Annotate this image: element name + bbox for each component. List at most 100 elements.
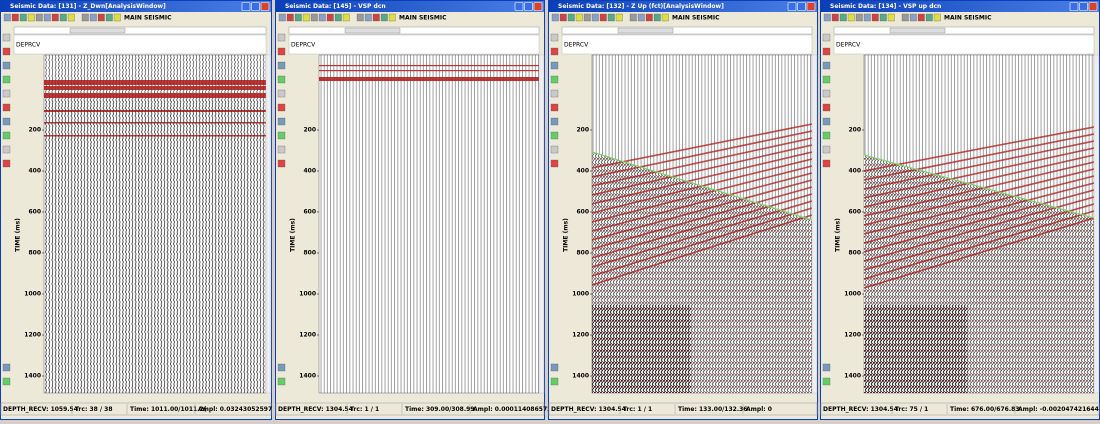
toolbar-button[interactable] (278, 13, 286, 22)
title-button[interactable] (1079, 2, 1088, 11)
h-scrollbar[interactable] (13, 26, 267, 35)
title-button[interactable] (1069, 2, 1079, 11)
side-tool[interactable] (550, 103, 559, 112)
toolbar-button[interactable] (326, 13, 334, 22)
toolbar-button[interactable] (388, 13, 396, 22)
toolbar-button[interactable] (105, 13, 113, 22)
toolbar-button[interactable] (879, 13, 887, 22)
side-tool[interactable] (2, 47, 11, 56)
toolbar-button[interactable] (294, 13, 302, 22)
toolbar-button[interactable] (855, 13, 863, 22)
scroll-thumb[interactable] (69, 27, 126, 34)
h-scrollbar[interactable] (561, 26, 813, 35)
side-tool[interactable] (550, 61, 559, 70)
side-tool[interactable] (822, 75, 831, 84)
toolbar-button[interactable] (372, 13, 380, 22)
scroll-thumb[interactable] (617, 27, 674, 34)
side-tool[interactable] (822, 363, 831, 372)
toolbar-button[interactable] (575, 13, 583, 22)
toolbar-button[interactable] (364, 13, 372, 22)
toolbar-button[interactable] (933, 13, 941, 22)
side-tool[interactable] (822, 103, 831, 112)
toolbar-button[interactable] (3, 13, 11, 22)
toolbar-button[interactable] (551, 13, 559, 22)
side-tool[interactable] (277, 47, 286, 56)
side-tool[interactable] (822, 131, 831, 140)
side-tool[interactable] (822, 145, 831, 154)
toolbar-button[interactable] (839, 13, 847, 22)
toolbar-button[interactable] (59, 13, 67, 22)
side-tool[interactable] (550, 131, 559, 140)
side-tool[interactable] (277, 159, 286, 168)
toolbar-button[interactable] (342, 13, 350, 22)
side-tool[interactable] (550, 47, 559, 56)
title-button[interactable] (260, 2, 270, 11)
toolbar-button[interactable] (559, 13, 567, 22)
toolbar-button[interactable] (917, 13, 925, 22)
title-button[interactable] (787, 2, 797, 11)
toolbar-button[interactable] (567, 13, 575, 22)
toolbar-button[interactable] (19, 13, 27, 22)
side-tool[interactable] (822, 377, 831, 386)
side-tool[interactable] (277, 61, 286, 70)
side-tool[interactable] (550, 89, 559, 98)
toolbar-button[interactable] (645, 13, 653, 22)
h-scrollbar[interactable] (833, 26, 1095, 35)
title-button[interactable] (251, 2, 260, 11)
side-tool[interactable] (822, 117, 831, 126)
side-tool[interactable] (277, 75, 286, 84)
side-tool[interactable] (277, 131, 286, 140)
side-tool[interactable] (277, 117, 286, 126)
side-tool[interactable] (2, 363, 11, 372)
toolbar-button[interactable] (847, 13, 855, 22)
toolbar-button[interactable] (81, 13, 89, 22)
side-tool[interactable] (822, 33, 831, 42)
toolbar-button[interactable] (89, 13, 97, 22)
title-button[interactable] (1088, 2, 1098, 11)
side-tool[interactable] (277, 363, 286, 372)
toolbar-button[interactable] (831, 13, 839, 22)
toolbar-button[interactable] (599, 13, 607, 22)
side-tool[interactable] (550, 75, 559, 84)
side-tool[interactable] (2, 159, 11, 168)
toolbar-button[interactable] (607, 13, 615, 22)
side-tool[interactable] (2, 377, 11, 386)
side-tool[interactable] (277, 145, 286, 154)
toolbar-button[interactable] (286, 13, 294, 22)
toolbar-button[interactable] (591, 13, 599, 22)
title-button[interactable] (241, 2, 251, 11)
side-tool[interactable] (277, 103, 286, 112)
side-tool[interactable] (550, 159, 559, 168)
scroll-thumb[interactable] (344, 27, 401, 34)
side-tool[interactable] (277, 33, 286, 42)
toolbar-button[interactable] (356, 13, 364, 22)
toolbar-button[interactable] (637, 13, 645, 22)
title-button[interactable] (514, 2, 524, 11)
title-button[interactable] (524, 2, 533, 11)
side-tool[interactable] (2, 75, 11, 84)
toolbar-button[interactable] (318, 13, 326, 22)
toolbar-button[interactable] (302, 13, 310, 22)
toolbar-button[interactable] (334, 13, 342, 22)
toolbar-button[interactable] (887, 13, 895, 22)
side-tool[interactable] (822, 159, 831, 168)
side-tool[interactable] (277, 377, 286, 386)
side-tool[interactable] (277, 89, 286, 98)
side-tool[interactable] (550, 117, 559, 126)
toolbar-button[interactable] (67, 13, 75, 22)
side-tool[interactable] (550, 377, 559, 386)
side-tool[interactable] (822, 47, 831, 56)
side-tool[interactable] (550, 145, 559, 154)
toolbar-button[interactable] (871, 13, 879, 22)
side-tool[interactable] (2, 117, 11, 126)
toolbar-button[interactable] (661, 13, 669, 22)
toolbar-button[interactable] (909, 13, 917, 22)
side-tool[interactable] (550, 363, 559, 372)
toolbar-button[interactable] (629, 13, 637, 22)
toolbar-button[interactable] (380, 13, 388, 22)
toolbar-button[interactable] (615, 13, 623, 22)
toolbar-button[interactable] (925, 13, 933, 22)
toolbar-button[interactable] (51, 13, 59, 22)
toolbar-button[interactable] (901, 13, 909, 22)
title-button[interactable] (797, 2, 806, 11)
